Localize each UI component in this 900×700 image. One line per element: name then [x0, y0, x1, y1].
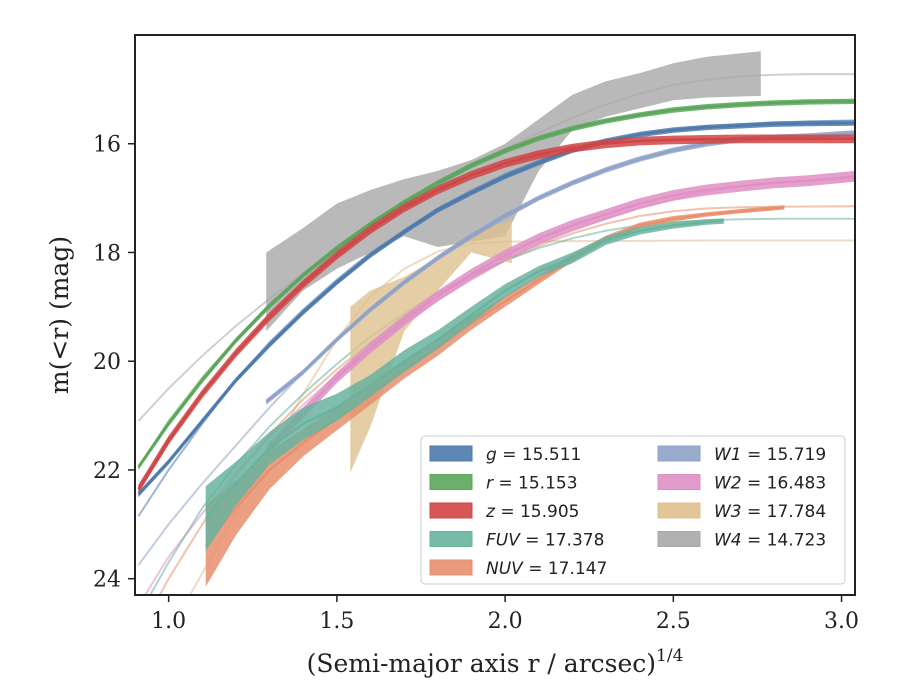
legend-label-z: z = 15.905: [485, 502, 579, 522]
legend-band-name: W4: [714, 531, 742, 551]
legend-band-name: g: [486, 445, 497, 465]
y-tick-label: 22: [93, 459, 121, 484]
data-line-z: [137, 137, 855, 490]
legend-band-value: = 15.905: [495, 502, 580, 522]
x-tick-label: 3.0: [824, 609, 859, 634]
legend-band-value: = 15.511: [497, 445, 582, 465]
legend-band-name: NUV: [486, 559, 524, 579]
plot-content: [137, 51, 855, 595]
data-band-w4: [266, 51, 761, 332]
legend-band-value: = 17.784: [742, 502, 827, 522]
x-tick-label: 2.0: [488, 609, 523, 634]
x-axis-label-text: (Semi-major axis r / arcsec): [307, 649, 656, 678]
legend-band-name: FUV: [486, 531, 521, 551]
legend-band-name: W2: [714, 474, 742, 494]
legend-swatch-w3: [657, 502, 701, 519]
legend-band-name: W3: [714, 502, 742, 522]
data-line-w2: [265, 175, 855, 452]
x-tick-label: 2.5: [656, 609, 691, 634]
x-axis-label-exponent: 1/4: [656, 646, 683, 666]
legend-swatch-nuv: [429, 559, 473, 576]
legend-band-value: = 17.147: [523, 559, 608, 579]
legend-label-w1: W1 = 15.719: [714, 445, 826, 465]
legend-label-w2: W2 = 16.483: [714, 474, 826, 494]
data-band-w3: [350, 219, 512, 473]
legend-band-name: r: [486, 474, 494, 494]
data-line-nuv: [204, 206, 785, 547]
data-line-fuv: [204, 219, 724, 520]
legend-swatch-g: [429, 445, 473, 462]
y-tick-label: 18: [93, 241, 121, 266]
x-axis: 1.0 1.5 2.0 2.5 3.0: [151, 595, 859, 634]
legend-box: [420, 435, 846, 585]
y-tick-label: 16: [93, 133, 121, 158]
legend-swatch-r: [429, 474, 473, 490]
legend-band-value: = 15.719: [742, 445, 827, 465]
y-axis: 16 18 20 22 24: [93, 133, 135, 593]
legend-swatch-w1: [657, 445, 701, 462]
legend-swatch-w2: [657, 474, 701, 490]
legend-band-name: W1: [714, 445, 742, 465]
legend-band-name: z: [485, 502, 496, 522]
legend-label-w4: W4 = 14.723: [714, 531, 826, 551]
x-axis-label: (Semi-major axis r / arcsec)1/4: [307, 646, 684, 678]
legend-label-nuv: NUV = 17.147: [486, 559, 607, 579]
y-tick-label: 24: [93, 568, 121, 593]
plot-frame: [134, 34, 856, 596]
legend-band-value: = 16.483: [742, 474, 827, 494]
legend-band-value: = 15.153: [493, 474, 578, 494]
legend-label-r: r = 15.153: [486, 474, 578, 494]
data-band-w2: [266, 170, 855, 457]
x-tick-label: 1.0: [151, 609, 186, 634]
legend-band-value: = 14.723: [742, 531, 827, 551]
legend-swatch-fuv: [429, 531, 473, 547]
legend-label-g: g = 15.511: [486, 445, 581, 465]
legend-band-value: = 17.378: [520, 531, 605, 551]
legend-label-fuv: FUV = 17.378: [486, 531, 604, 551]
legend-swatch-w4: [657, 531, 701, 547]
data-line-g: [137, 122, 855, 496]
y-tick-label: 20: [93, 350, 121, 375]
y-axis-label: m(<r) (mag): [45, 236, 74, 394]
x-tick-label: 1.5: [319, 609, 354, 634]
legend-swatch-z: [429, 502, 473, 519]
legend-label-w3: W3 = 17.784: [714, 502, 826, 522]
data-line-r: [137, 100, 855, 468]
